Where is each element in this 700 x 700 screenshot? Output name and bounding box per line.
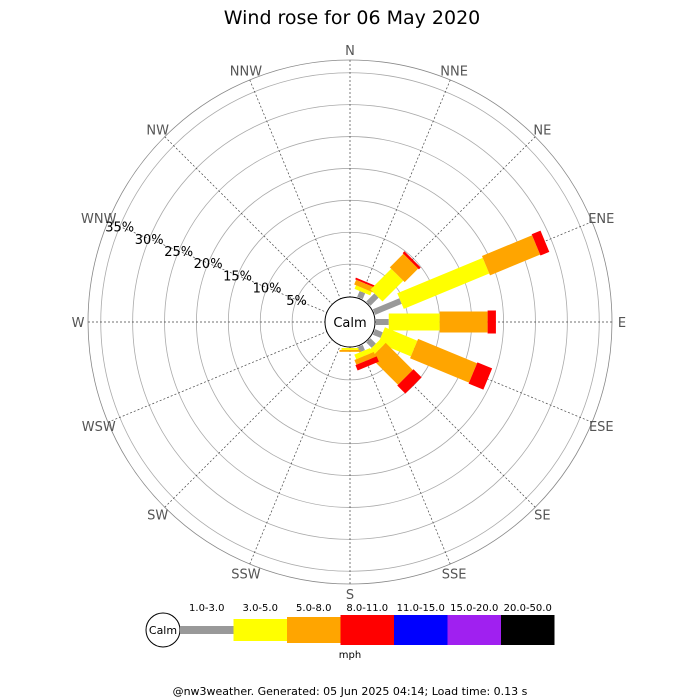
bar-group-e: [376, 310, 496, 334]
direction-labels: N NNE NE ENE E ESE SE SSE S SSW SW WSW W WNW NW NNW: [72, 44, 627, 603]
radial-tick-label: 10%: [253, 282, 282, 297]
bar-segment: [410, 338, 478, 383]
legend-unit-label: mph: [339, 650, 361, 661]
bar-segment: [367, 339, 385, 357]
direction-label-ne: NE: [533, 124, 551, 139]
legend-swatch: [447, 615, 501, 645]
direction-label-s: S: [346, 588, 354, 603]
bar-group-ne: [366, 251, 421, 306]
calm-center: Calm: [324, 296, 376, 348]
footer-text: @nw3weather. Generated: 05 Jun 2025 04:1…: [173, 685, 528, 698]
bar-segment: [372, 329, 383, 338]
bar-group-sse: [354, 344, 379, 371]
bar-group-nne: [354, 277, 378, 300]
bar-segment: [366, 338, 376, 348]
bar-segment: [397, 257, 490, 309]
bar-segment: [388, 313, 440, 331]
radial-tick-label: 25%: [164, 245, 193, 260]
radial-tick-labels: 5% 10%15%20%25%30%35%: [105, 221, 307, 309]
legend-calm-label: Calm: [149, 624, 177, 637]
legend-swatch: [340, 615, 394, 645]
bar-segment: [397, 369, 422, 394]
direction-label-e: E: [618, 316, 626, 331]
radial-tick-label: 20%: [194, 257, 223, 272]
bar-segment: [531, 230, 550, 256]
bar-segment: [378, 327, 418, 357]
bar-segment: [370, 268, 404, 302]
bar-segment: [357, 290, 366, 300]
wind-bars: [339, 230, 550, 394]
grid-spoke: [164, 321, 351, 508]
speed-legend: Calm 1.0-3.0 3.0-5.0 5.0-8.0 8.0-11.0 11.0-15…: [145, 603, 555, 661]
bar-segment: [481, 235, 541, 276]
direction-label-wsw: WSW: [82, 420, 116, 435]
bar-segment: [354, 279, 376, 293]
calm-circle: [324, 296, 376, 348]
direction-label-ssw: SSW: [231, 567, 261, 582]
bar-segment: [354, 352, 376, 365]
polar-grid: [87, 59, 613, 585]
bar-segment: [355, 277, 378, 289]
legend-swatch: [501, 615, 555, 645]
chart-title: Wind rose for 06 May 2020: [224, 7, 481, 29]
legend-swatch: [287, 617, 341, 643]
bar-group-se: [366, 338, 422, 394]
direction-label-ene: ENE: [588, 212, 614, 227]
legend-swatch: [233, 619, 287, 641]
bar-group-ese: [372, 327, 493, 390]
calm-label: Calm: [333, 316, 366, 331]
direction-label-nw: NW: [146, 124, 169, 139]
bar-group-ene: [372, 230, 550, 315]
legend-bin-label: 3.0-5.0: [243, 603, 278, 614]
direction-label-n: N: [345, 44, 355, 59]
bar-group-s: [339, 348, 361, 352]
bar-segment: [487, 310, 496, 334]
radial-tick-label: 15%: [223, 269, 252, 284]
radial-tick-label: 35%: [105, 221, 134, 236]
bar-segment: [341, 348, 359, 350]
direction-label-ese: ESE: [589, 420, 614, 435]
bar-segment: [439, 311, 488, 333]
legend-bin-label: 15.0-20.0: [450, 603, 498, 614]
radial-tick-label: 30%: [135, 233, 164, 248]
legend-swatch: [180, 626, 234, 634]
legend-bin-label: 8.0-11.0: [346, 603, 388, 614]
direction-label-sw: SW: [147, 508, 168, 523]
radial-tick-label: 5%: [286, 294, 307, 309]
bar-segment: [389, 253, 419, 283]
bar-segment: [468, 362, 493, 390]
direction-label-nne: NNE: [440, 65, 468, 80]
legend-swatch: [394, 615, 448, 645]
bar-segment: [370, 342, 413, 385]
bar-segment: [355, 356, 379, 371]
legend-bin-label: 5.0-8.0: [296, 603, 331, 614]
direction-label-nnw: NNW: [230, 65, 262, 80]
legend-bin-label: 1.0-3.0: [189, 603, 224, 614]
legend-bin-label: 11.0-15.0: [397, 603, 445, 614]
bar-segment: [366, 293, 379, 306]
bar-segment: [372, 298, 402, 315]
bar-segment: [354, 285, 372, 296]
legend-bin-label: 20.0-50.0: [504, 603, 552, 614]
bar-segment: [339, 349, 361, 352]
direction-label-se: SE: [534, 508, 550, 523]
direction-label-wnw: WNW: [81, 212, 117, 227]
direction-label-sse: SSE: [442, 567, 467, 582]
bar-segment: [354, 348, 372, 360]
bar-segment: [376, 319, 389, 325]
direction-label-w: W: [72, 316, 85, 331]
bar-segment: [402, 251, 421, 270]
